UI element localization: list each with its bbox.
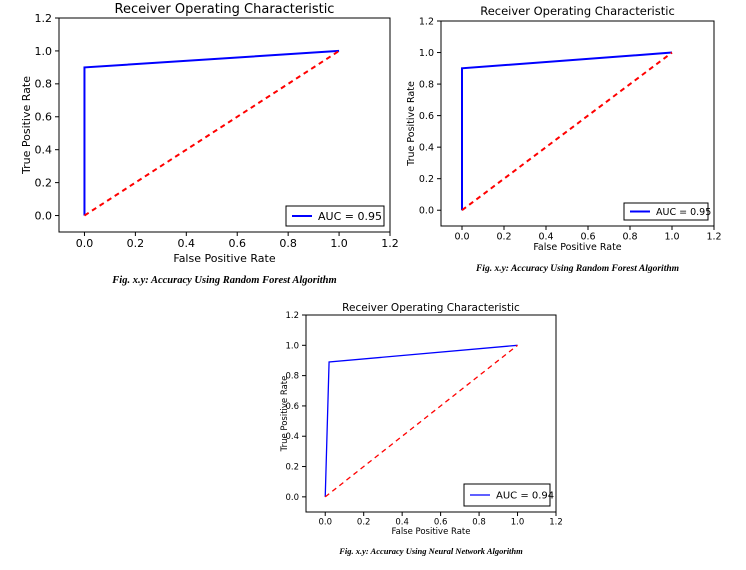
x-tick-label: 0.2 [496, 232, 511, 243]
x-tick-label: 0.4 [538, 232, 553, 243]
y-tick-label: 0.2 [419, 174, 434, 185]
plot-frame [305, 314, 557, 513]
x-tick-label: 0.0 [454, 232, 469, 243]
x-tick-label: 0.2 [357, 518, 371, 528]
y-tick-label: 0.8 [419, 79, 434, 90]
x-tick-label: 0.2 [127, 237, 145, 250]
chart-title: Receiver Operating Characteristic [480, 4, 675, 18]
y-tick-label: 1.0 [419, 48, 434, 59]
chart-title: Receiver Operating Characteristic [342, 302, 520, 314]
x-tick-label: 0.8 [279, 237, 297, 250]
y-axis-label: True Positive Rate [280, 376, 290, 453]
y-tick-label: 0.4 [35, 144, 53, 157]
y-tick-label: 0.0 [419, 206, 434, 217]
x-tick-label: 0.0 [318, 518, 332, 528]
y-tick-label: 0.8 [35, 78, 53, 91]
roc-curve [324, 344, 518, 497]
x-tick-label: 1.2 [549, 518, 563, 528]
y-axis-label: True Positive Rate [20, 76, 33, 175]
x-tick-label: 0.6 [228, 237, 246, 250]
chance-line [461, 51, 673, 212]
y-tick-label: 0.6 [285, 402, 299, 412]
y-tick-label: 0.4 [285, 432, 299, 442]
x-tick-label: 0.8 [472, 518, 486, 528]
legend-label: AUC = 0.95 [318, 210, 382, 223]
legend-label: AUC = 0.95 [656, 207, 711, 218]
x-tick-label: 1.2 [706, 232, 721, 243]
y-tick-label: 1.0 [35, 45, 53, 58]
x-axis-label: False Positive Rate [392, 527, 471, 537]
y-tick-label: 1.2 [419, 16, 434, 27]
chart-title: Receiver Operating Characteristic [115, 2, 335, 17]
chance-line [83, 50, 340, 217]
x-tick-label: 0.4 [395, 518, 409, 528]
legend-label: AUC = 0.94 [496, 491, 554, 502]
x-tick-label: 1.0 [330, 237, 348, 250]
y-tick-label: 0.2 [285, 463, 299, 473]
legend-box [285, 205, 385, 227]
y-tick-label: 1.2 [285, 311, 299, 321]
y-tick-label: 0.8 [285, 372, 299, 382]
figure-caption: Fig. x.y: Accuracy Using Random Forest A… [475, 264, 679, 274]
y-tick-label: 0.4 [419, 142, 434, 153]
y-tick-label: 0.6 [35, 111, 53, 124]
x-tick-label: 0.4 [178, 237, 196, 250]
y-tick-label: 0.0 [285, 493, 299, 503]
x-tick-label: 0.0 [76, 237, 94, 250]
x-tick-label: 0.6 [434, 518, 448, 528]
figure-caption: Fig. x.y: Accuracy Using Random Forest A… [111, 275, 336, 286]
roc-curve [83, 49, 340, 216]
plot-frame [440, 20, 715, 227]
x-tick-label: 1.2 [381, 237, 399, 250]
y-tick-label: 0.6 [419, 111, 434, 122]
x-axis-label: False Positive Rate [533, 242, 621, 253]
x-tick-label: 0.6 [580, 232, 595, 243]
y-tick-label: 1.0 [285, 341, 299, 351]
x-tick-label: 1.0 [664, 232, 679, 243]
y-tick-label: 1.2 [35, 12, 53, 25]
y-tick-label: 0.2 [35, 176, 53, 189]
chance-line [324, 344, 518, 498]
legend-box [623, 202, 709, 221]
y-axis-label: True Positive Rate [406, 81, 417, 167]
x-tick-label: 1.0 [511, 518, 525, 528]
x-axis-label: False Positive Rate [173, 252, 275, 265]
plot-frame [58, 17, 391, 233]
y-tick-label: 0.0 [35, 209, 53, 222]
legend-box [463, 483, 551, 507]
figure-caption: Fig. x.y: Accuracy Using Neural Network … [338, 546, 523, 556]
x-tick-label: 0.8 [622, 232, 637, 243]
roc-curve [461, 51, 673, 211]
